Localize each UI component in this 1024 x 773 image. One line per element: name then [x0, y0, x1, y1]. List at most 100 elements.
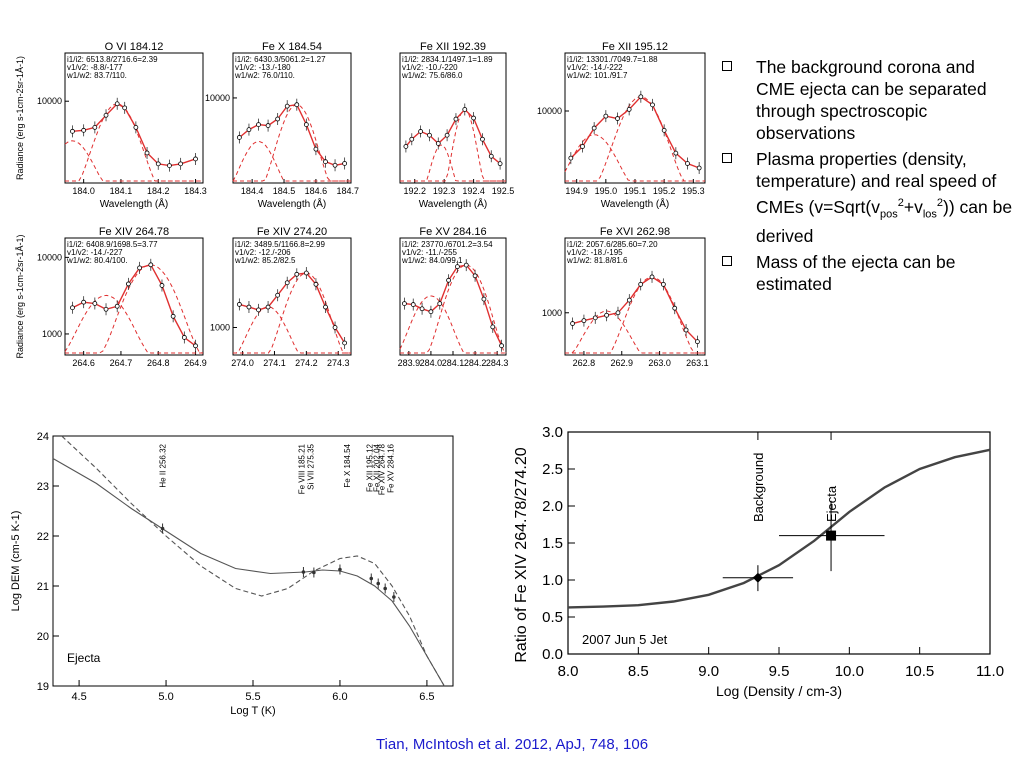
x-tick-label: 184.5	[273, 186, 296, 196]
data-point	[170, 313, 176, 319]
y-tick-label: 1.0	[542, 572, 563, 589]
x-tick-label: 262.8	[573, 358, 596, 368]
x-tick-label: 9.5	[769, 663, 790, 680]
data-point	[660, 281, 666, 287]
data-point	[392, 595, 396, 599]
panel-title: Fe XIV 264.78	[99, 226, 169, 238]
data-point	[148, 262, 154, 268]
x-tick-label: 10.0	[835, 663, 864, 680]
panel-title: Fe XIV 274.20	[257, 226, 327, 238]
data-point	[342, 340, 348, 346]
data-point	[427, 132, 432, 138]
data-point	[603, 113, 609, 119]
data-point	[638, 281, 644, 287]
fit-annotation: v1/v2: -11./-255	[402, 248, 458, 257]
data-point	[435, 141, 441, 146]
data-point	[626, 297, 632, 303]
data-point	[453, 116, 459, 122]
fit-annotation: v1/v2: -8.8/-177	[67, 63, 123, 72]
fit-annotation: v1/v2: -10./-220	[402, 63, 458, 72]
data-point	[284, 103, 290, 109]
data-point	[144, 150, 150, 156]
total-fit-curve	[405, 108, 501, 165]
total-fit-curve	[72, 102, 196, 167]
data-point	[92, 124, 98, 130]
panel-title: Fe XV 284.16	[419, 226, 486, 238]
fit-annotation: v1/v2: -14./-227	[67, 248, 123, 257]
x-tick-label: 192.5	[492, 186, 515, 196]
data-point	[103, 112, 109, 118]
component-fit-curve	[565, 310, 705, 354]
y-tick-label: 24	[37, 431, 49, 443]
x-tick-label: 5.0	[158, 691, 173, 703]
x-tick-label: 284.1	[442, 358, 465, 368]
data-point	[301, 570, 306, 574]
spectrum-panel: Fe XII 195.12 i1/i2: 13301./7049.7=1.88v1…	[537, 41, 706, 210]
chart-annotation: Ejecta	[67, 651, 101, 665]
x-axis-label: Log T (K)	[230, 705, 275, 717]
x-tick-label: 274.1	[263, 358, 286, 368]
bullet-item: The background corona and CME ejecta can…	[718, 56, 1018, 144]
spectrum-panel: Fe X 184.54 i1/i2: 6430.3/5061.2=1.27v1/v…	[205, 41, 359, 210]
x-tick-label: 195.1	[624, 186, 647, 196]
y-axis-label: Radiance (erg s-1cm-2sr-1Å-1)	[15, 56, 25, 180]
spectrum-panel: Fe XV 284.16 i1/i2: 23770./6701.2=3.54v1/…	[398, 226, 509, 368]
y-tick-label: 1.5	[542, 535, 563, 552]
y-axis-label: Ratio of Fe XIV 264.78/274.20	[513, 447, 530, 662]
x-tick-label: 6.0	[332, 691, 347, 703]
y-tick-label: 10000	[205, 93, 230, 103]
data-point	[303, 270, 309, 276]
x-tick-label: 194.9	[565, 186, 588, 196]
data-point	[673, 150, 679, 156]
total-fit-curve	[572, 276, 698, 343]
x-tick-label: 274.0	[231, 358, 254, 368]
x-axis-label: Wavelength (Å)	[419, 197, 488, 210]
data-point	[591, 125, 597, 131]
data-point	[256, 307, 261, 313]
fit-annotation: v1/v2: -14./-222	[567, 63, 623, 72]
data-point	[160, 526, 165, 531]
data-point	[696, 165, 702, 171]
x-tick-label: 264.7	[110, 358, 133, 368]
fit-annotation: i1/i2: 6430.3/5061.2=1.27	[235, 55, 326, 64]
data-point	[275, 292, 281, 298]
data-point	[455, 264, 460, 270]
x-tick-label: 274.2	[295, 358, 318, 368]
data-point	[463, 262, 469, 268]
citation[interactable]: Tian, McIntosh et al. 2012, ApJ, 748, 10…	[375, 736, 649, 753]
component-fit-curve	[399, 295, 506, 354]
x-tick-label: 4.5	[71, 691, 86, 703]
data-point	[246, 127, 252, 133]
y-tick-label: 20	[37, 631, 49, 643]
x-tick-label: 184.3	[184, 186, 207, 196]
density-chart: 8.0 8.5 9.0 9.5 10.0 10.5 11.0 0.0 0.5 1.0 1.5 2.0 2…	[513, 424, 1004, 699]
component-fit-curve	[233, 272, 351, 354]
data-point	[580, 144, 585, 149]
data-point	[70, 305, 75, 311]
data-point	[303, 122, 309, 127]
y-tick-label: 0.5	[542, 609, 563, 626]
x-tick-label: 9.0	[698, 663, 719, 680]
x-tick-label: 195.3	[682, 186, 705, 196]
data-point	[638, 94, 644, 100]
y-tick-label: 1000	[210, 322, 230, 332]
x-tick-label: 184.7	[337, 186, 360, 196]
x-tick-label: 184.2	[147, 186, 170, 196]
fit-annotation: w1/w2: 81.8/81.6	[566, 256, 628, 265]
fit-annotation: w1/w2: 80.4/100.	[66, 256, 127, 265]
data-point	[114, 101, 120, 107]
data-point	[490, 324, 496, 330]
fit-annotation: w1/w2: 76.0/110.	[234, 71, 295, 80]
spectrum-panel: Fe XIV 274.20 i1/i2: 3489.5/1166.8=2.99v1…	[210, 226, 352, 368]
component-fit-curve	[565, 276, 705, 354]
y-tick-label: 22	[37, 531, 49, 543]
dem-dashed-curve	[61, 435, 445, 687]
data-point	[402, 301, 407, 306]
component-fit-curve	[64, 294, 203, 354]
component-fit-curve	[400, 144, 506, 182]
data-point	[193, 156, 198, 162]
component-fit-curve	[65, 103, 203, 182]
fit-annotation: i1/i2: 6513.8/2716.6=2.39	[67, 55, 158, 64]
data-point	[369, 576, 374, 581]
data-point	[446, 277, 451, 283]
